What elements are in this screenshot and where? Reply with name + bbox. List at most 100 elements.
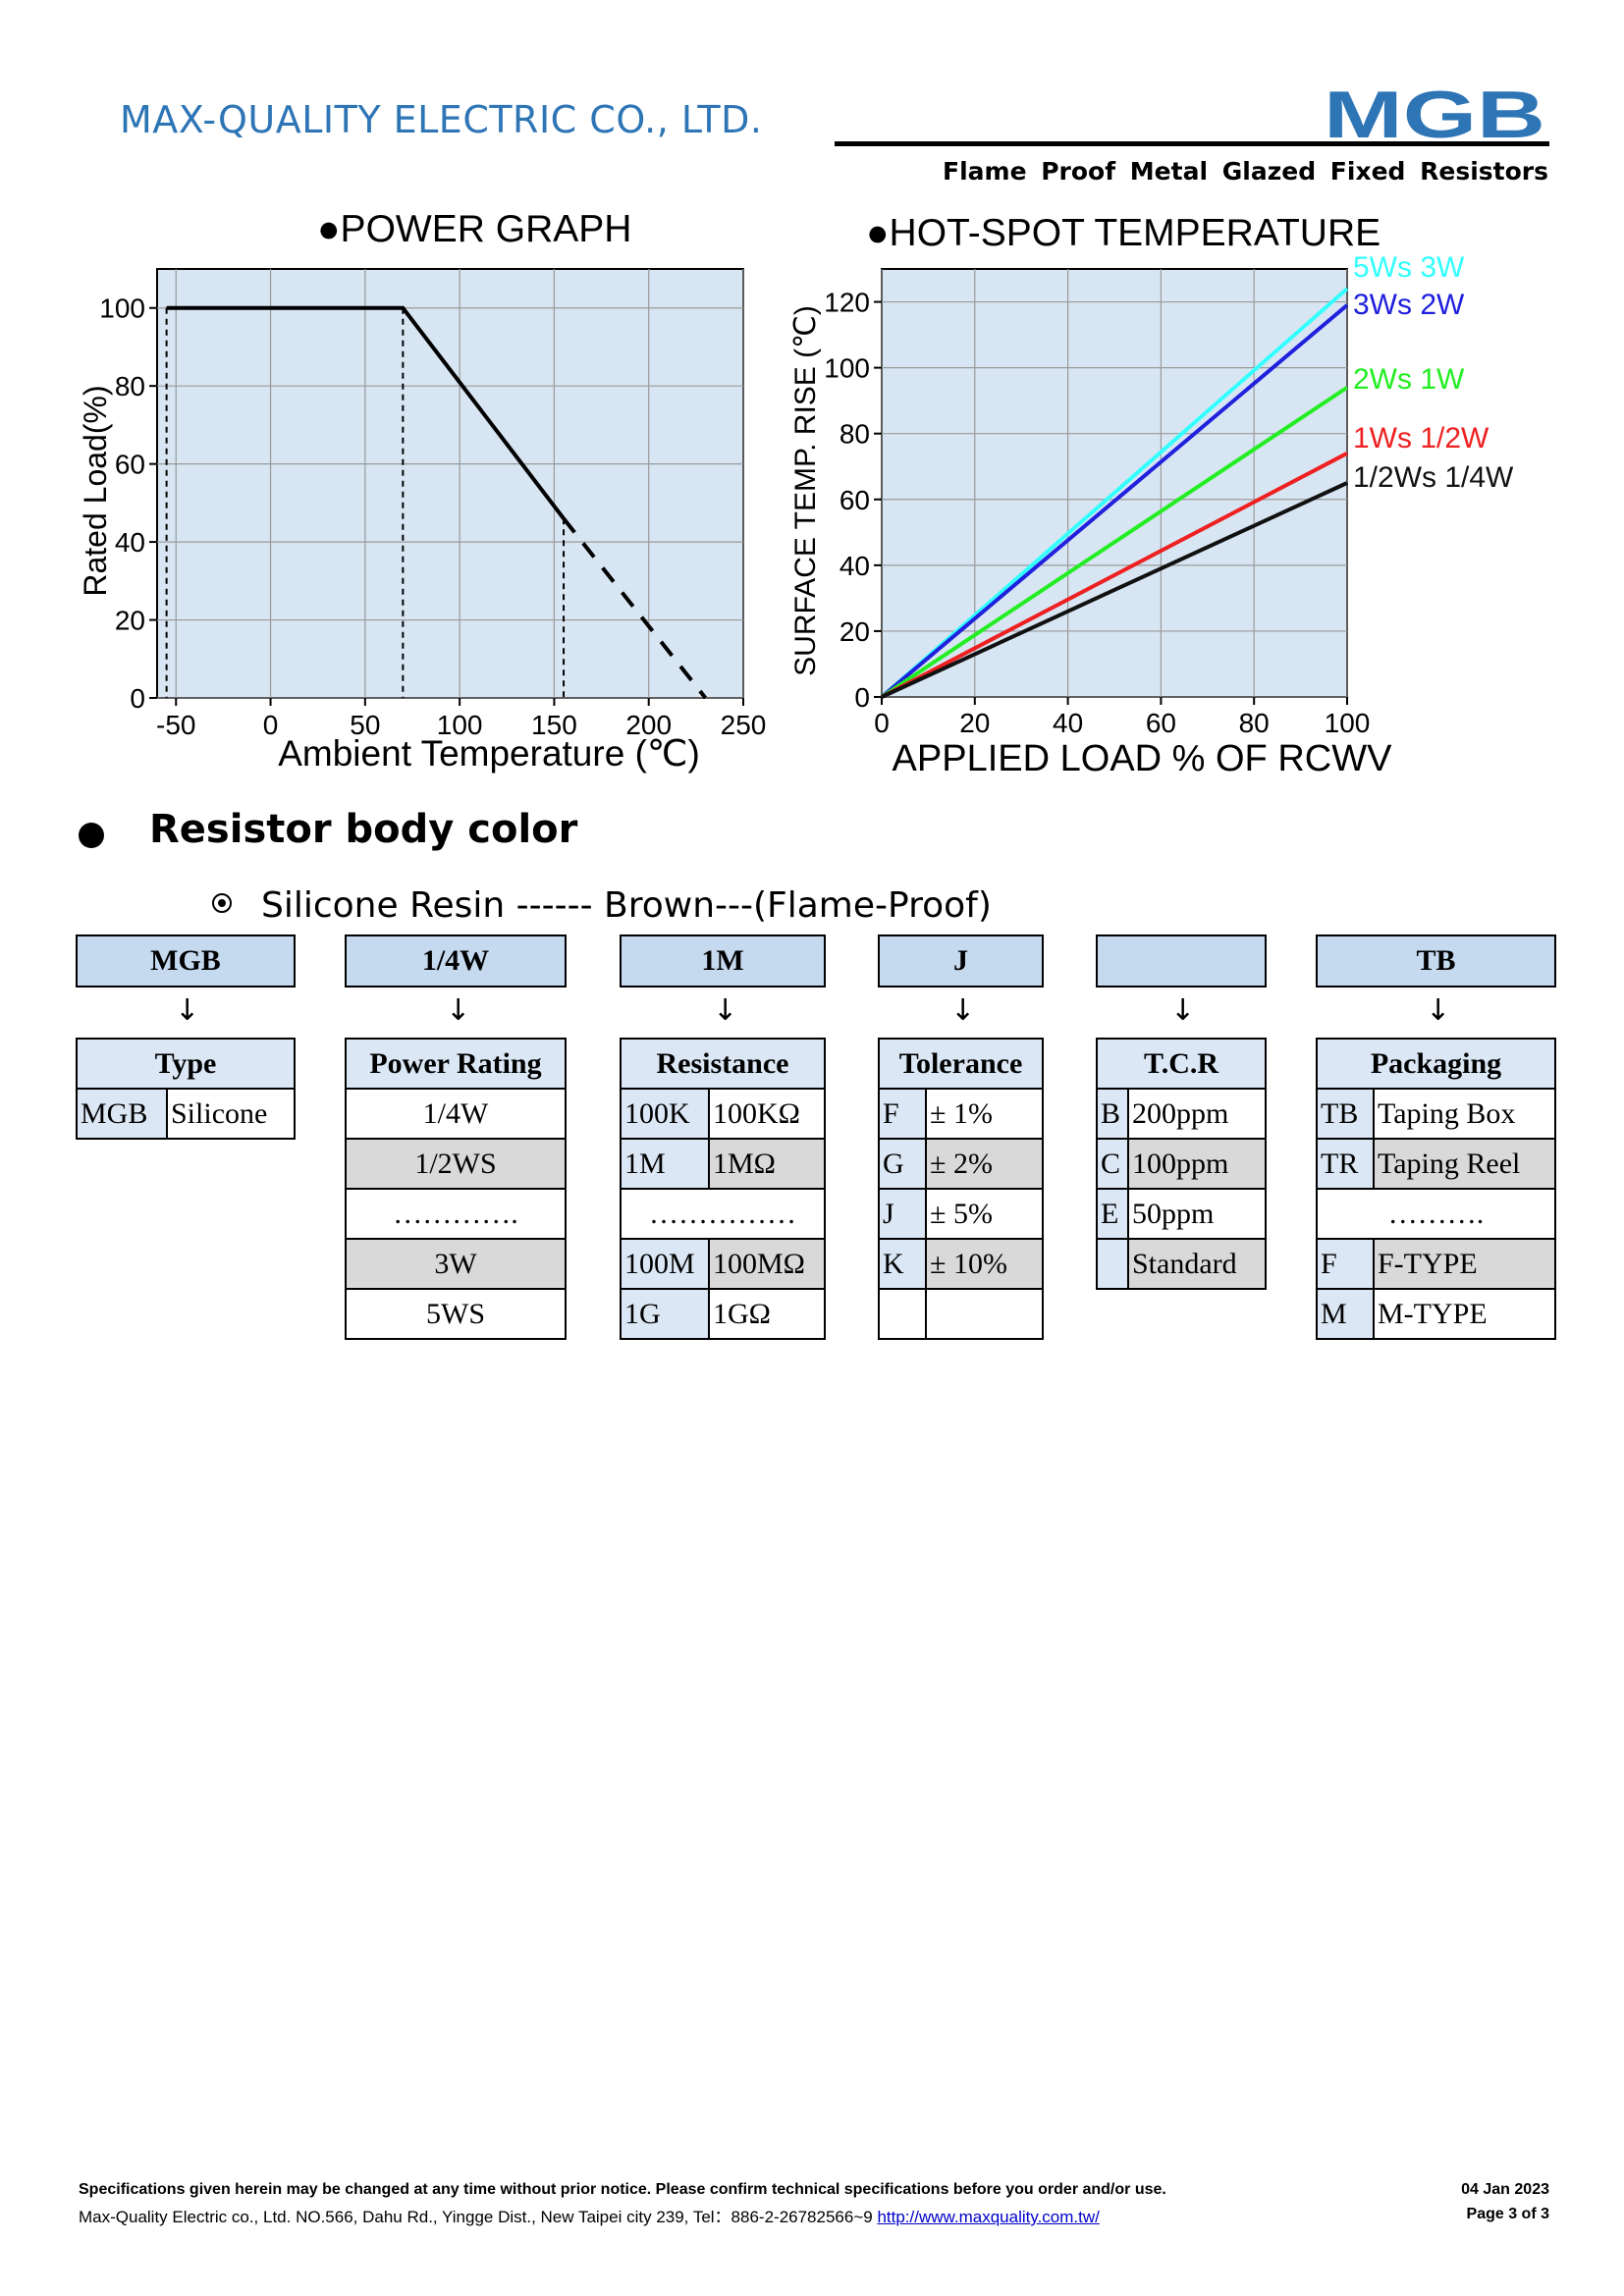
resistance-value: 100KΩ [708, 1088, 826, 1140]
packaging-value: Taping Reel [1373, 1138, 1556, 1190]
hotspot-ytick-label: 20 [839, 616, 870, 647]
power-graph-title: ●POWER GRAPH [317, 208, 632, 250]
hotspot-series-label: 1Ws 1/2W [1353, 422, 1489, 454]
power-xtick-label: 150 [531, 710, 577, 740]
power-ylabel: Rated Load(%) [78, 385, 113, 596]
tcr-value: 100ppm [1127, 1138, 1267, 1190]
power-ytick-label: 0 [130, 683, 145, 714]
down-arrow-icon: ↓ [950, 993, 976, 1028]
hotspot-series-label: 2Ws 1W [1353, 363, 1465, 396]
hotspot-legend: 5Ws 3W 3Ws 2W 2Ws 1W 1Ws 1/2W 1/2Ws 1/4W [1353, 251, 1514, 494]
footer-url-link[interactable]: http://www.maxquality.com.tw/ [877, 2208, 1100, 2226]
tcr-table: T.C.R B 200ppm C 100ppm E 50ppm Standard [1096, 1038, 1267, 1290]
tolerance-value: ± 5% [925, 1188, 1044, 1240]
tolerance-value: ± 2% [925, 1138, 1044, 1190]
power-derating-curve [166, 305, 566, 520]
power-xtick-label: 250 [721, 710, 767, 740]
power-ytick-label: 20 [115, 606, 145, 636]
resistance-value: 100MΩ [708, 1238, 826, 1290]
mgb-logo: MGB [1324, 82, 1545, 143]
power-derating-extension [562, 517, 708, 700]
company-name: MAX-QUALITY ELECTRIC CO., LTD. [120, 98, 763, 141]
power-ytick-label: 40 [115, 527, 145, 558]
hotspot-ylabel: SURFACE TEMP. RISE (℃) [789, 305, 822, 676]
code-box-tcr [1096, 934, 1267, 988]
power-ticks: -50 0 50 100 150 200 250 0 20 40 60 80 100 [99, 294, 766, 740]
power-xtick-label: 200 [625, 710, 672, 740]
resistance-table: Resistance 100K 100KΩ 1M 1MΩ …………… 100M 100… [620, 1038, 826, 1340]
hotspot-ytick-label: 60 [839, 485, 870, 515]
resistance-value: 1GΩ [708, 1288, 826, 1340]
code-box-packaging: TB [1316, 934, 1556, 988]
down-arrow-icon: ↓ [175, 993, 200, 1028]
tcr-code: C [1096, 1138, 1129, 1190]
resistance-value: 1MΩ [708, 1138, 826, 1190]
power-ytick-label: 80 [115, 371, 145, 401]
section-bullet [79, 823, 104, 848]
tolerance-table: Tolerance F ± 1% G ± 2% J ± 5% K ± 10% [878, 1038, 1044, 1340]
power-guides [165, 307, 566, 698]
hotspot-xtick-label: 40 [1053, 708, 1083, 738]
hotspot-graph: 0 20 40 60 80 100 0 20 40 60 80 100 120 5Ws 3W 3Ws 2W… [789, 251, 1514, 779]
tolerance-table-header: Tolerance [878, 1038, 1044, 1090]
resistance-table-header: Resistance [620, 1038, 826, 1090]
power-ytick-label: 60 [115, 450, 145, 480]
hotspot-xtick-label: 20 [959, 708, 990, 738]
hotspot-xlabel: APPLIED LOAD % OF RCWV [893, 738, 1393, 779]
resistance-code: 100M [620, 1238, 710, 1290]
tcr-code: E [1096, 1188, 1129, 1240]
power-table-header: Power Rating [345, 1038, 567, 1090]
hotspot-series-line [881, 481, 1348, 699]
resistance-code: 100K [620, 1088, 710, 1140]
type-code: MGB [76, 1088, 168, 1140]
document-subtitle: Flame Proof Metal Glazed Fixed Resistors [943, 157, 1548, 186]
hotspot-xtick-label: 60 [1146, 708, 1176, 738]
hotspot-plot-area [881, 268, 1348, 698]
hotspot-ytick-label: 40 [839, 551, 870, 581]
power-row: 1/4W [345, 1088, 567, 1140]
hotspot-series-line [880, 303, 1349, 699]
hotspot-ytick-label: 0 [854, 682, 870, 713]
tolerance-code: J [878, 1188, 927, 1240]
code-box-power: 1/4W [345, 934, 567, 988]
packaging-value: M-TYPE [1373, 1288, 1556, 1340]
hotspot-series-label: 3Ws 2W [1353, 289, 1465, 321]
footer-page: Page 3 of 3 [1466, 2206, 1549, 2222]
hotspot-series-line [880, 386, 1349, 699]
tolerance-code: F [878, 1088, 927, 1140]
packaging-code: TB [1316, 1088, 1375, 1140]
power-xlabel: Ambient Temperature (℃) [278, 733, 700, 774]
power-row: 3W [345, 1238, 567, 1290]
power-graph: -50 0 50 100 150 200 250 0 20 40 60 80 100 Rated Loa… [78, 268, 766, 774]
down-arrow-icon: ↓ [1170, 993, 1196, 1028]
resistance-code: 1G [620, 1288, 710, 1340]
tolerance-value: ± 1% [925, 1088, 1044, 1140]
hotspot-series-line [880, 287, 1349, 699]
tcr-value: 50ppm [1127, 1188, 1267, 1240]
resistance-code: 1M [620, 1138, 710, 1190]
power-row: 5WS [345, 1288, 567, 1340]
power-lines [166, 305, 708, 700]
footer-date: 04 Jan 2023 [1461, 2181, 1549, 2198]
footer-address: Max-Quality Electric co., Ltd. NO.566, D… [79, 2208, 873, 2226]
footer: 04 Jan 2023 Page 3 of 3 Specifications g… [79, 2181, 1549, 2227]
packaging-value: Taping Box [1373, 1088, 1556, 1140]
packaging-table-header: Packaging [1316, 1038, 1556, 1090]
packaging-table: Packaging TB Taping Box TR Taping Reel ………… [1316, 1038, 1556, 1340]
tolerance-code: G [878, 1138, 927, 1190]
tolerance-value [925, 1288, 1044, 1340]
power-row: …………. [345, 1188, 567, 1240]
hotspot-grid [881, 269, 1348, 698]
packaging-code: TR [1316, 1138, 1375, 1190]
power-xtick-label: 100 [437, 710, 483, 740]
power-xtick-label: 0 [263, 710, 279, 740]
resistance-ellipsis: …………… [620, 1188, 826, 1240]
power-row: 1/2WS [345, 1138, 567, 1190]
packaging-code: F [1316, 1238, 1375, 1290]
power-ytick-label: 100 [99, 294, 145, 324]
code-box-tolerance: J [878, 934, 1044, 988]
hotspot-series-label: 1/2Ws 1/4W [1353, 461, 1514, 494]
hotspot-lines [880, 287, 1349, 699]
hotspot-xtick-label: 100 [1325, 708, 1371, 738]
tcr-value: 200ppm [1127, 1088, 1267, 1140]
